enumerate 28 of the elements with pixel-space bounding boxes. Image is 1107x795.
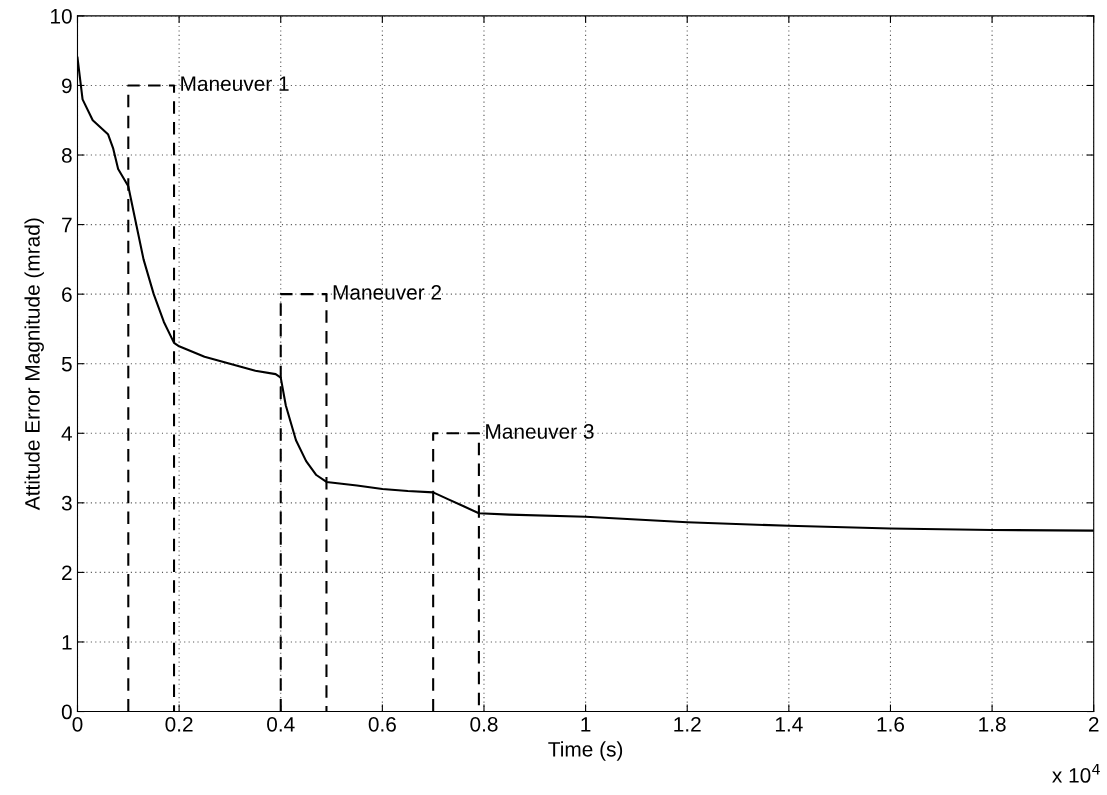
x-axis-title: Time (s) [548,741,623,761]
y-tick-label: 6 [62,287,72,302]
y-tick-label: 3 [61,495,72,511]
x-tick-label: 1.6 [877,716,905,732]
annotation: Maneuver 2 [333,284,441,300]
x-tick-label: 1.8 [979,716,1006,732]
y-tick-label: 0 [61,704,72,720]
x-tick-label: 1.2 [674,716,701,732]
x-tick-label: 0.8 [470,716,498,732]
x-tick-label: 0 [72,716,83,732]
y-axis-title: Attitude Error Magnitude (mrad) [24,218,44,511]
x-tick-label: 1 [581,717,591,732]
y-tick-label: 9 [62,78,72,94]
x-tick-label: 2 [1088,716,1099,732]
y-tick-label: 2 [62,565,72,580]
x-tick-label: 0.4 [267,716,295,732]
annotation: Maneuver 1 [181,76,289,92]
y-tick-label: 10 [51,8,72,24]
y-tick-label: 7 [62,217,72,233]
x-tick-label: 1.4 [775,717,803,732]
x-tick-label: 0.6 [368,716,396,732]
annotation: Maneuver 3 [486,424,594,439]
y-tick-label: 4 [61,426,73,441]
y-tick-label: 1 [62,635,72,650]
text: x 10$^{4}$ [1052,763,1100,783]
x-tick-label: 0.2 [165,716,193,732]
y-tick-label: 5 [61,356,72,372]
y-tick-label: 8 [61,148,72,163]
